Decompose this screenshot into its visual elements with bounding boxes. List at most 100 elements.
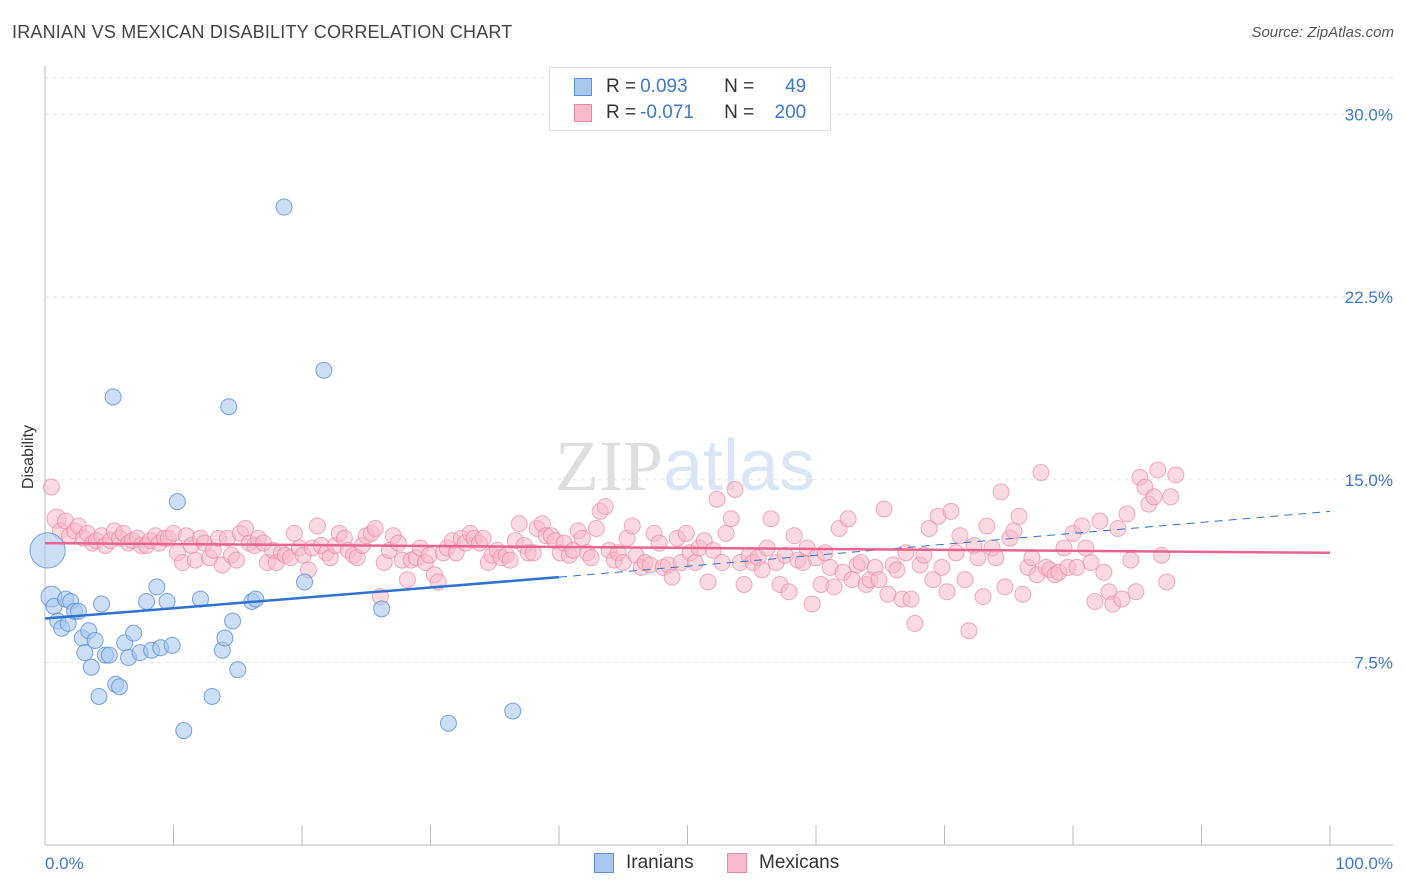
iranians-point <box>504 702 522 720</box>
mexicans-point <box>1095 563 1113 581</box>
mexicans-point <box>1122 551 1140 569</box>
iranians-point <box>163 636 181 654</box>
mexicans-point <box>969 549 987 567</box>
source-label: Source: ZipAtlas.com <box>1251 24 1394 41</box>
mexicans-point <box>753 561 771 579</box>
mexicans-point <box>524 544 542 562</box>
r-label: R = <box>606 102 637 123</box>
mexicans-point <box>42 478 60 496</box>
mexicans-point <box>956 571 974 589</box>
mexicans-point <box>942 502 960 520</box>
mexicans-point <box>623 517 641 535</box>
tick-labels: 7.5% 15.0% 22.5% 30.0% 0.0% 100.0% <box>45 106 1393 873</box>
mexicans-point <box>663 568 681 586</box>
mexicans-point <box>951 527 969 545</box>
mexicans-point <box>852 554 870 572</box>
mexicans-point <box>987 549 1005 567</box>
mexicans-point <box>816 544 834 562</box>
mexicans-point <box>596 498 614 516</box>
mexicans-point <box>510 515 528 533</box>
mexicans-point <box>1153 546 1171 564</box>
mexicans-point <box>686 554 704 572</box>
mexicans-points <box>42 461 1185 640</box>
y-tick-label: 22.5% <box>1345 288 1393 307</box>
x-tick-label: 100.0% <box>1335 854 1393 873</box>
legend-item-iranians: Iranians <box>594 852 694 874</box>
mexicans-point <box>974 588 992 606</box>
mexicans-point <box>870 571 888 589</box>
mexicans-point <box>906 614 924 632</box>
mexicans-trend-line <box>44 541 1331 555</box>
iranians-trend-line <box>44 575 560 620</box>
mexicans-point <box>573 529 591 547</box>
r-value: 0.093 <box>640 76 688 97</box>
mexicans-point <box>996 578 1014 596</box>
mexicans-point <box>1055 539 1073 557</box>
correlation-legend: R = 0.093 N = 49 R = -0.071 N = 200 <box>549 67 831 131</box>
mexicans-point <box>1023 549 1041 567</box>
mexicans-point <box>839 510 857 528</box>
mexicans-point <box>1032 463 1050 481</box>
mexicans-point <box>843 571 861 589</box>
mexicans-point <box>780 583 798 601</box>
mexicans-point <box>803 595 821 613</box>
mexicans-point <box>960 622 978 640</box>
mexicans-point <box>1082 554 1100 572</box>
iranians-swatch <box>594 853 614 873</box>
mexicans-point <box>717 524 735 542</box>
mexicans-point <box>389 534 407 552</box>
iranians-point <box>216 629 234 647</box>
mexicans-point <box>785 527 803 545</box>
mexicans-swatch <box>727 853 747 873</box>
iranians-point <box>82 658 100 676</box>
mexicans-point <box>704 541 722 559</box>
iranians-point <box>373 600 391 618</box>
iranians-point <box>203 687 221 705</box>
iranians-swatch <box>574 78 592 96</box>
mexicans-point <box>1077 539 1095 557</box>
mexicans-point <box>726 481 744 499</box>
iranians-point <box>148 578 166 596</box>
mexicans-point <box>186 551 204 569</box>
iranians-point <box>224 612 242 630</box>
mexicans-point <box>1068 558 1086 576</box>
mexicans-point <box>1118 505 1136 523</box>
iranians-point <box>175 722 193 740</box>
mexicans-point <box>722 510 740 528</box>
n-label: N = <box>724 102 755 123</box>
mexicans-point <box>420 546 438 564</box>
mexicans-point <box>1158 573 1176 591</box>
x-tick-label: 0.0% <box>45 854 84 873</box>
series-legend: Iranians Mexicans <box>0 852 1406 878</box>
mexicans-point <box>1014 585 1032 603</box>
iranians-point <box>296 573 314 591</box>
mexicans-point <box>285 524 303 542</box>
iranians-point <box>104 388 122 406</box>
mexicans-point <box>938 583 956 601</box>
legend-label-iranians: Iranians <box>626 852 694 873</box>
chart-title: IRANIAN VS MEXICAN DISABILITY CORRELATIO… <box>12 22 513 42</box>
mexicans-point <box>1149 461 1167 479</box>
mexicans-point <box>924 571 942 589</box>
y-tick-label: 7.5% <box>1354 653 1393 672</box>
legend-row-iranians: R = 0.093 N = 49 <box>574 75 806 99</box>
mexicans-point <box>978 517 996 535</box>
mexicans-point <box>501 551 519 569</box>
mexicans-point <box>875 500 893 518</box>
mexicans-point <box>227 551 245 569</box>
mexicans-point <box>1113 590 1131 608</box>
n-value: 49 <box>785 76 807 97</box>
iranians-point <box>90 687 108 705</box>
grid <box>45 77 1393 663</box>
mexicans-point <box>888 561 906 579</box>
legend-item-mexicans: Mexicans <box>727 852 839 874</box>
iranians-points <box>29 198 522 740</box>
mexicans-point <box>1086 593 1104 611</box>
iranians-point <box>168 493 186 511</box>
mexicans-point <box>825 578 843 596</box>
iranians-point <box>86 631 104 649</box>
r-label: R = <box>606 76 637 97</box>
mexicans-point <box>920 519 938 537</box>
mexicans-point <box>1145 488 1163 506</box>
